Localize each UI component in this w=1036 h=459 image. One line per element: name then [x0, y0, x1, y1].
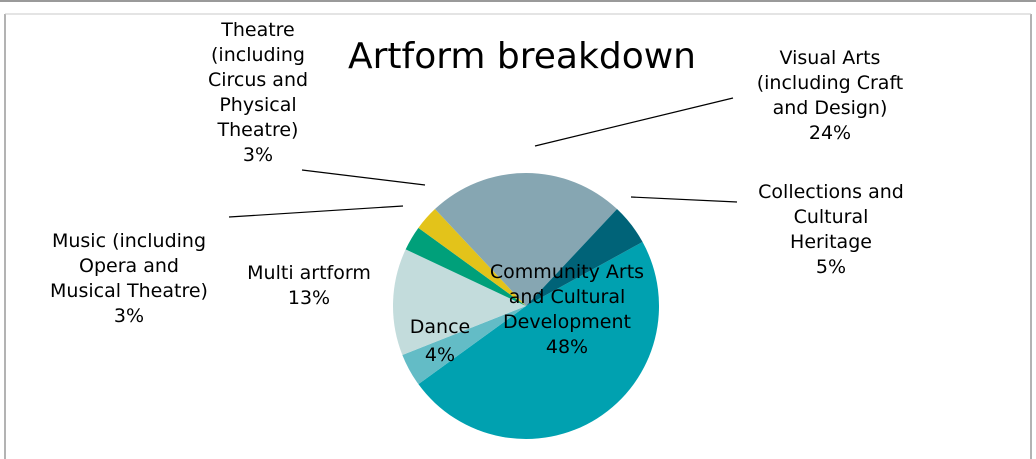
data-label-music-percent: 3% — [114, 305, 144, 327]
data-label-multi-artform-line: Multi artform — [247, 262, 371, 284]
data-label-music-line: Opera and — [79, 255, 179, 277]
data-label-community-arts-line: and Cultural — [509, 286, 626, 308]
data-label-theatre-percent: 3% — [243, 144, 273, 166]
data-label-theatre-line: Physical — [219, 94, 296, 116]
leader-line-music — [228, 205, 404, 218]
data-label-theatre-line: Theatre) — [217, 119, 299, 141]
data-label-dance: Dance 4% — [410, 316, 470, 366]
leader-line-theatre — [301, 169, 426, 186]
data-label-visual-arts-line: and Design) — [773, 97, 888, 119]
data-label-music-line: Musical Theatre) — [50, 280, 208, 302]
data-label-collections: Collections and Cultural Heritage 5% — [758, 181, 904, 278]
pie-slice-multi-artform — [393, 249, 526, 355]
data-label-community-arts-line: Community Arts — [490, 261, 644, 283]
data-label-visual-arts-line: (including Craft — [757, 72, 904, 94]
leader-line-visual-arts — [534, 97, 734, 147]
pie-slice-collections — [526, 209, 643, 306]
data-label-collections-line: Heritage — [790, 231, 872, 253]
pie-slice-visual-arts — [434, 173, 618, 306]
data-label-theatre-line: Circus and — [208, 69, 308, 91]
data-label-multi-artform-percent: 13% — [288, 287, 330, 309]
data-label-theatre-line: (including — [211, 44, 305, 66]
data-label-visual-arts: Visual Arts (including Craft and Design) 24… — [757, 47, 904, 144]
data-label-visual-arts-percent: 24% — [809, 122, 851, 144]
pie-slice-dance — [402, 306, 526, 385]
pie-slice-music — [405, 227, 526, 306]
data-label-community-arts: Community Arts and Cultural Development 48% — [490, 261, 644, 358]
chart-title: Artform breakdown — [348, 36, 696, 77]
data-label-community-arts-percent: 48% — [546, 336, 588, 358]
data-label-community-arts-line: Development — [503, 311, 631, 333]
data-label-collections-percent: 5% — [816, 256, 846, 278]
leader-line-collections — [630, 196, 738, 203]
data-label-theatre-line: Theatre — [220, 19, 295, 41]
data-label-music: Music (including Opera and Musical Theatre… — [50, 230, 208, 327]
pie-slice-community-arts — [418, 241, 660, 440]
data-label-dance-percent: 4% — [425, 344, 455, 366]
data-label-visual-arts-line: Visual Arts — [780, 47, 881, 69]
data-label-collections-line: Cultural — [794, 206, 869, 228]
data-label-theatre: Theatre (including Circus and Physical Theat… — [208, 19, 308, 166]
data-label-dance-line: Dance — [410, 316, 470, 338]
data-label-music-line: Music (including — [52, 230, 206, 252]
data-label-collections-line: Collections and — [758, 181, 904, 203]
data-label-multi-artform: Multi artform 13% — [247, 262, 371, 309]
pie-slice-theatre — [418, 209, 526, 306]
